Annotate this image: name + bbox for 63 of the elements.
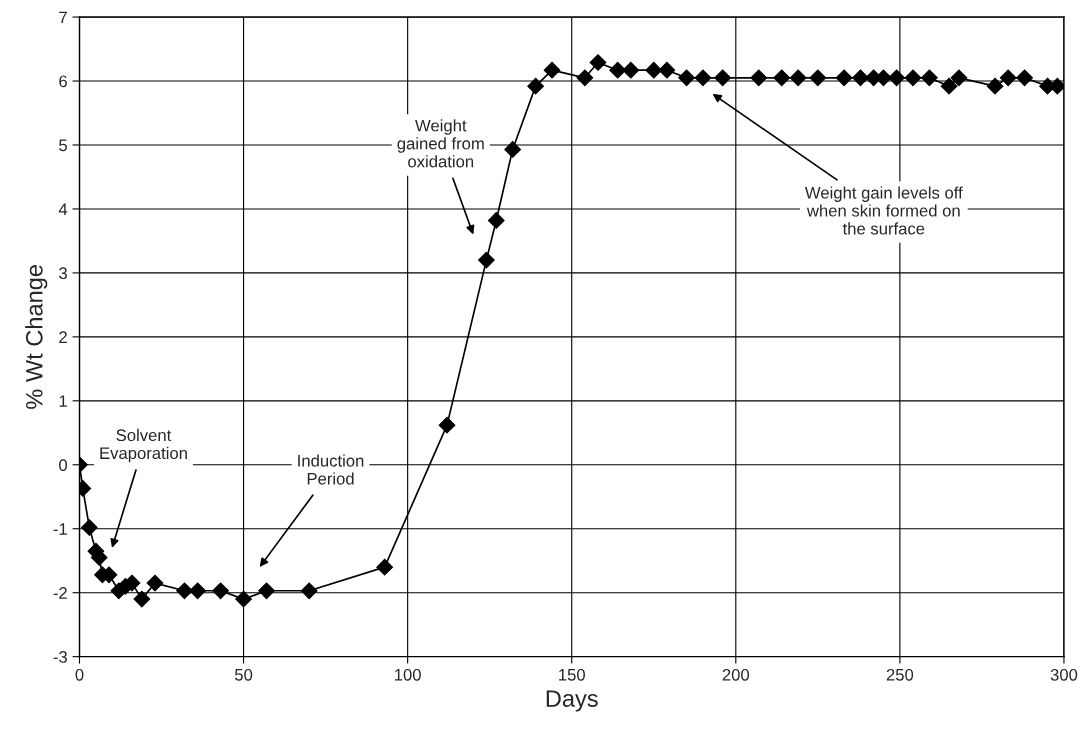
x-axis-title: Days — [546, 690, 598, 712]
point — [146, 574, 164, 592]
point — [678, 69, 695, 87]
point — [176, 582, 193, 600]
point — [694, 69, 712, 87]
point — [80, 519, 98, 536]
x-tick-label: 50 — [234, 668, 253, 681]
point — [543, 61, 561, 79]
point — [789, 69, 807, 87]
y-axis-title: % Wt Change — [25, 265, 48, 409]
point — [133, 590, 151, 608]
y-tick-label: -3 — [53, 651, 67, 663]
point — [904, 69, 922, 87]
point — [376, 558, 394, 576]
annotation: Induction Period — [298, 454, 364, 485]
point — [487, 212, 505, 229]
point — [576, 69, 594, 87]
point — [999, 69, 1017, 87]
point — [622, 61, 640, 79]
point — [235, 590, 252, 608]
annotation: Weight gain levels off when skin formed on the surface — [804, 186, 963, 235]
y-tick-label: 0 — [59, 459, 68, 471]
point — [300, 582, 318, 600]
x-tick-label: 100 — [395, 668, 421, 681]
point — [438, 416, 456, 434]
point — [809, 69, 827, 87]
y-tick-label: 3 — [59, 267, 67, 280]
point — [940, 77, 958, 95]
y-tick-label: 7 — [59, 11, 67, 24]
x-tick-label: 0 — [75, 668, 84, 681]
point — [478, 251, 495, 269]
y-tick-label: 4 — [58, 203, 68, 215]
point — [1016, 69, 1033, 87]
point — [950, 69, 968, 87]
x-tick-label: 300 — [1050, 668, 1078, 681]
x-tick-label: 150 — [559, 668, 585, 681]
y-tick-label: -1 — [53, 523, 67, 535]
point — [888, 69, 905, 87]
point — [714, 69, 732, 87]
y-tick-label: -2 — [53, 587, 67, 599]
point — [658, 61, 676, 79]
point — [773, 69, 791, 87]
point — [504, 141, 522, 158]
point — [189, 582, 207, 600]
annotation: Weight gained from oxidation — [397, 119, 484, 168]
y-tick-label: 2 — [59, 331, 67, 343]
point — [921, 69, 938, 87]
annotation: Solvent Evaporation — [100, 428, 187, 463]
point — [609, 61, 627, 79]
y-tick-label: 5 — [59, 139, 67, 152]
point — [645, 61, 663, 79]
point — [212, 582, 229, 600]
y-tick-label: 6 — [59, 75, 67, 88]
point — [750, 69, 768, 87]
x-tick-label: 250 — [886, 668, 914, 681]
y-tick-label: 1 — [59, 395, 67, 407]
point — [852, 69, 869, 87]
x-tick-label: 200 — [722, 668, 750, 681]
point — [527, 77, 544, 95]
point — [835, 69, 853, 87]
point — [589, 54, 607, 71]
point — [986, 77, 1004, 95]
point — [258, 582, 275, 600]
